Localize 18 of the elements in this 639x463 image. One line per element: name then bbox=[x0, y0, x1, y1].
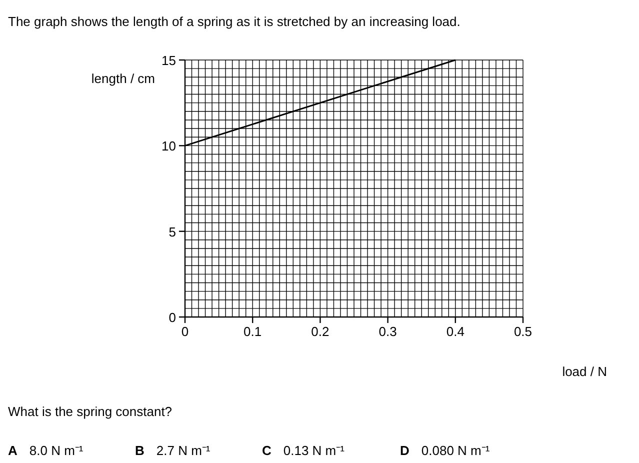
x-axis-title: load / N bbox=[562, 364, 607, 379]
text: What is the spring constant? bbox=[8, 404, 172, 419]
text: A 8.0 N m⁻¹ bbox=[8, 443, 84, 458]
text: C 0.13 N m⁻¹ bbox=[262, 443, 346, 458]
y-tick-label: 5 bbox=[168, 224, 176, 240]
x-tick-label: 0.3 bbox=[378, 324, 397, 339]
y-tick-label: 10 bbox=[162, 138, 176, 154]
x-tick-label: 0 bbox=[181, 324, 189, 339]
y-tick-label: 15 bbox=[162, 53, 176, 68]
y-axis-title: length / cm bbox=[91, 71, 155, 86]
y-tick-label: 0 bbox=[168, 310, 176, 325]
x-tick-label: 0.5 bbox=[514, 324, 532, 339]
x-tick-label: 0.1 bbox=[244, 324, 262, 339]
x-tick-label: 0.4 bbox=[446, 324, 464, 339]
text: B 2.7 N m⁻¹ bbox=[135, 443, 211, 458]
text: D 0.080 N m⁻¹ bbox=[400, 443, 490, 458]
x-tick-label: 0.2 bbox=[311, 324, 330, 339]
chart-title: The graph shows the length of a spring as it is stretched by an increasing load. bbox=[8, 14, 460, 29]
